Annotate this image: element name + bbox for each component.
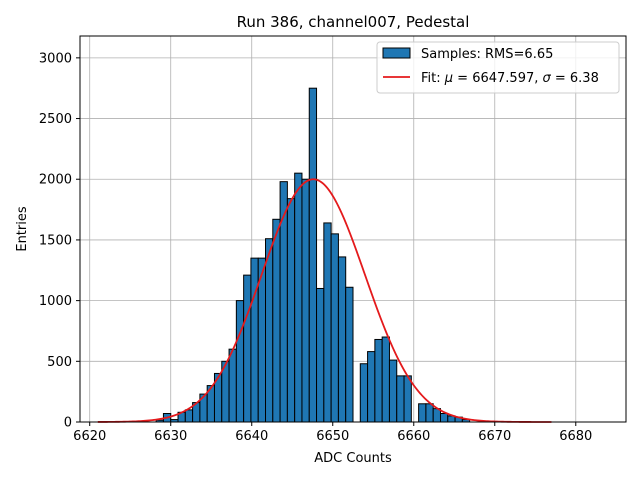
histogram-bar xyxy=(184,409,194,423)
fit-prefix: Fit: xyxy=(421,71,445,86)
legend-swatch-samples xyxy=(382,47,411,59)
y-tick-label: 2500 xyxy=(39,112,72,127)
histogram-bar xyxy=(396,375,405,423)
legend-entry-samples: Samples: RMS=6.65 xyxy=(421,47,553,62)
histogram-bar xyxy=(388,359,398,423)
histogram-bar xyxy=(272,218,281,423)
fit-sigma-symbol: σ xyxy=(543,71,552,86)
legend-entry-fit: Fit: μ = 6647.597, σ = 6.38 xyxy=(421,71,599,86)
y-tick-label: 3000 xyxy=(39,51,72,66)
axes-frame xyxy=(79,35,627,423)
histogram-bar xyxy=(403,375,412,423)
y-tick-label: 0 xyxy=(64,416,72,431)
x-tick-label: 6640 xyxy=(235,429,268,444)
histogram-bar xyxy=(418,403,427,423)
x-tick-label: 6620 xyxy=(73,429,106,444)
y-axis-label: Entries xyxy=(15,206,30,252)
histogram-bar xyxy=(250,257,259,423)
histogram-bar xyxy=(323,222,332,423)
x-tick-label: 6660 xyxy=(397,429,430,444)
legend-box xyxy=(376,41,620,94)
fit-sigma-value: = 6.38 xyxy=(551,71,599,86)
y-tick-label: 1500 xyxy=(39,233,72,248)
y-tick-label: 2000 xyxy=(39,173,72,188)
histogram-bar xyxy=(308,87,318,423)
fit-mu-symbol: μ xyxy=(444,71,453,86)
histogram-bar xyxy=(367,351,376,423)
x-tick-label: 6650 xyxy=(316,429,349,444)
histogram-bar xyxy=(243,274,252,423)
histogram-bar xyxy=(228,348,237,423)
histogram-bar xyxy=(294,172,303,423)
x-tick-label: 6630 xyxy=(154,429,187,444)
histogram-bar xyxy=(286,198,296,423)
histogram-bar xyxy=(265,238,274,423)
chart-title: Run 386, channel007, Pedestal xyxy=(237,13,470,31)
x-axis-ticks: 6620 6630 6640 6650 6660 6670 6680 xyxy=(73,422,592,444)
histogram-bar xyxy=(316,287,325,423)
y-tick-label: 1000 xyxy=(39,294,72,309)
fit-curve xyxy=(97,178,552,423)
legend: Samples: RMS=6.65 Fit: μ = 6647.597, σ =… xyxy=(376,41,620,94)
histogram-bar xyxy=(330,233,339,423)
x-tick-label: 6670 xyxy=(478,429,511,444)
histogram-bar xyxy=(425,403,434,423)
y-axis-ticks: 0 500 1000 1500 2000 2500 3000 xyxy=(39,51,80,431)
histogram-bar xyxy=(374,338,383,423)
histogram-bar xyxy=(235,300,245,423)
histogram-bar xyxy=(345,286,354,423)
histogram-bar xyxy=(439,413,449,423)
x-axis-label: ADC Counts xyxy=(314,451,392,466)
fit-curve-layer xyxy=(97,178,552,423)
fit-mu-value: = 6647.597, xyxy=(453,71,542,86)
histogram-bars xyxy=(155,87,471,423)
histogram-bar xyxy=(301,178,310,423)
x-tick-label: 6680 xyxy=(559,429,592,444)
histogram-bar xyxy=(359,363,369,423)
y-tick-label: 500 xyxy=(47,355,72,370)
histogram-bar xyxy=(337,256,347,423)
histogram-bar xyxy=(381,336,390,423)
